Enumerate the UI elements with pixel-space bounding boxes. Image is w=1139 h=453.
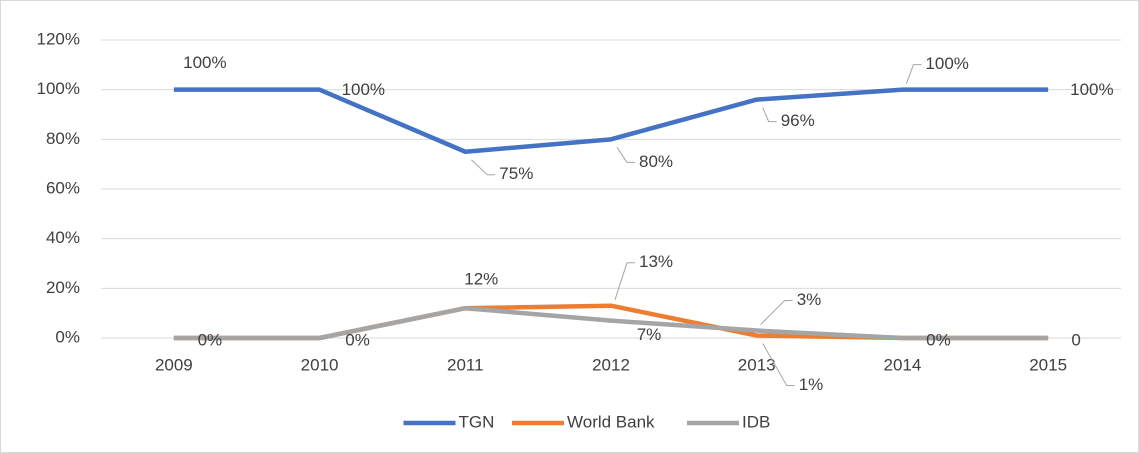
x-tick-label: 2013 [738,355,776,374]
data-label: 100% [1070,80,1113,99]
label-leader [762,343,795,387]
data-label: 100% [342,80,385,99]
label-leader [760,300,793,325]
data-label: 0% [345,330,370,349]
data-label: 3% [797,290,822,309]
y-tick-label: 120% [37,29,80,48]
data-label: 13% [639,252,673,271]
label-leader [614,262,635,300]
data-label: 0 [1071,330,1080,349]
data-label: 0% [926,330,951,349]
label-leader [762,107,777,123]
data-label: 100% [183,53,226,72]
x-tick-label: 2015 [1029,355,1067,374]
data-label: 96% [781,111,815,130]
legend-label: IDB [742,412,770,431]
y-tick-label: 0% [55,327,80,346]
label-leader [905,64,922,84]
legend-label: TGN [459,412,495,431]
x-tick-label: 2010 [301,355,339,374]
y-tick-label: 20% [46,278,80,297]
data-label: 80% [639,152,673,171]
line-series [173,305,1049,341]
x-tick-label: 2009 [155,355,193,374]
x-tick-label: 2014 [884,355,922,374]
legend-label: World Bank [567,412,655,431]
data-label: 75% [499,164,533,183]
data-label: 12% [464,270,498,289]
y-tick-label: 100% [37,79,80,98]
x-tick-label: 2011 [447,355,484,374]
data-label: 0% [198,330,223,349]
data-label: 7% [637,325,662,344]
x-tick-label: 2012 [592,355,630,374]
line-series [173,87,1049,154]
data-label: 1% [799,375,824,394]
label-leader [470,159,496,176]
y-tick-label: 40% [46,228,80,247]
data-label: 100% [925,54,968,73]
y-tick-label: 80% [46,129,80,148]
y-tick-label: 60% [46,178,80,197]
label-leader [616,147,635,163]
